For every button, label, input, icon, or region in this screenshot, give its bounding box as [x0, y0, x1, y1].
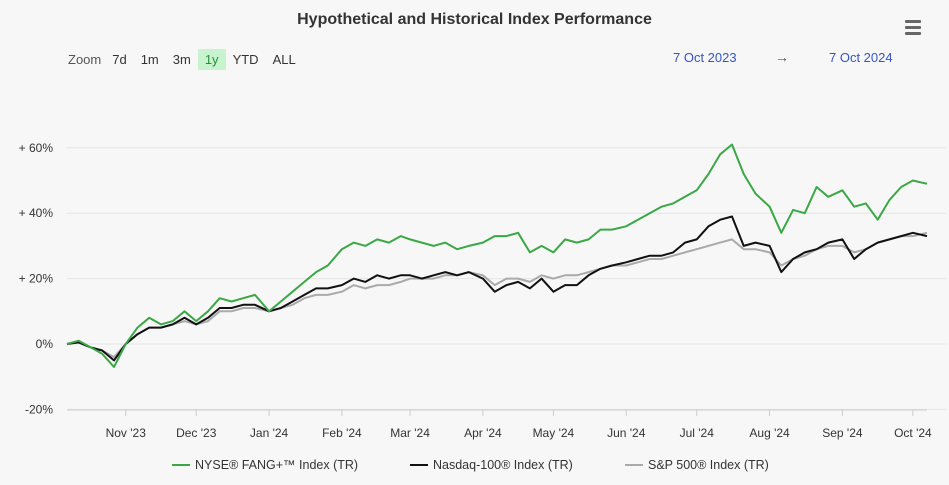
zoom-7d-button[interactable]: 7d [112, 52, 127, 67]
legend-label-fang: NYSE® FANG+™ Index (TR) [195, 458, 359, 472]
series-line-nasdaq [66, 215, 928, 362]
x-tick-label: Feb '24 [322, 426, 362, 440]
series-line-sp500 [66, 231, 928, 359]
zoom-bar: Zoom 7d 1m 3m 1y YTD ALL [68, 49, 303, 70]
zoom-1y-button[interactable]: 1y [197, 49, 226, 70]
legend-item-nasdaq[interactable]: Nasdaq-100® Index (TR) [410, 458, 573, 472]
y-tick-label: -20% [25, 402, 53, 416]
legend-swatch-nasdaq [410, 464, 428, 466]
zoom-label: Zoom [68, 52, 102, 67]
legend-label-nasdaq: Nasdaq-100® Index (TR) [433, 458, 573, 472]
zoom-1m-button[interactable]: 1m [140, 52, 159, 67]
y-tick-label: + 60% [19, 141, 54, 155]
x-tick-label: Mar '24 [390, 426, 430, 440]
zoom-all-button[interactable]: ALL [272, 52, 296, 67]
hamburger-menu-icon[interactable] [901, 17, 925, 41]
y-tick-label: 0% [36, 337, 54, 351]
x-tick-label: Sep '24 [822, 426, 863, 440]
legend-item-fang[interactable]: NYSE® FANG+™ Index (TR) [172, 458, 358, 472]
series-line-fang [66, 143, 928, 368]
x-tick-label: Nov '23 [106, 426, 147, 440]
x-tick-label: Apr '24 [464, 426, 502, 440]
legend-swatch-sp500 [625, 464, 643, 466]
legend-item-sp500[interactable]: S&P 500® Index (TR) [625, 458, 769, 472]
x-tick-label: May '24 [533, 426, 575, 440]
x-tick-label: Jun '24 [607, 426, 646, 440]
x-tick-label: Jan '24 [250, 426, 289, 440]
x-tick-label: Aug '24 [749, 426, 790, 440]
y-tick-label: + 20% [19, 272, 54, 286]
legend-swatch-fang [172, 464, 190, 466]
y-tick-label: + 40% [19, 206, 54, 220]
legend-label-sp500: S&P 500® Index (TR) [648, 458, 769, 472]
chart-title: Hypothetical and Historical Index Perfor… [297, 11, 652, 28]
zoom-ytd-button[interactable]: YTD [232, 52, 259, 67]
x-tick-label: Oct '24 [894, 426, 932, 440]
x-tick-label: Jul '24 [680, 426, 715, 440]
range-from-input[interactable]: 7 Oct 2023 [673, 50, 737, 65]
zoom-3m-button[interactable]: 3m [172, 52, 191, 67]
x-tick-label: Dec '23 [176, 426, 217, 440]
range-arrow: → [775, 49, 789, 65]
range-to-input[interactable]: 7 Oct 2024 [829, 50, 893, 65]
